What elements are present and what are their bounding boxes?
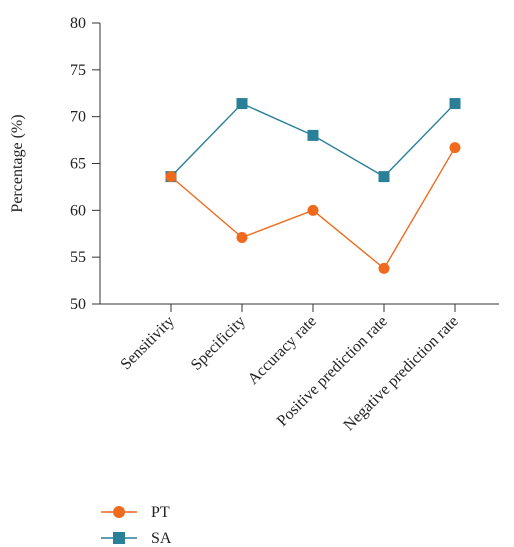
series-layer	[165, 98, 461, 274]
y-axis-title: Percentage (%)	[9, 114, 26, 212]
y-tick-label: 60	[70, 202, 86, 219]
y-tick-label: 70	[70, 109, 86, 126]
x-tick-label: Specificity	[188, 313, 249, 374]
legend-label: SA	[151, 530, 172, 547]
data-point-pt	[236, 231, 248, 243]
x-tick-label: Accuracy rate	[245, 313, 320, 388]
y-tick-label: 65	[70, 156, 86, 173]
data-point-sa	[236, 98, 248, 110]
data-point-pt	[449, 142, 461, 154]
data-point-pt	[165, 171, 177, 183]
y-tick-label: 75	[70, 62, 86, 79]
x-tick-label: Sensitivity	[117, 313, 177, 373]
y-tick-label: 50	[70, 296, 86, 313]
x-tick-label: Negative prediction rate	[340, 313, 461, 434]
series-pt	[165, 142, 461, 274]
y-tick-label: 80	[70, 15, 86, 32]
legend-item-sa: SA	[101, 530, 172, 547]
data-point-pt	[307, 204, 319, 216]
data-point-sa	[307, 129, 319, 141]
legend-marker-circle	[113, 506, 125, 518]
data-point-sa	[378, 171, 390, 183]
series-sa	[165, 98, 461, 183]
legend-marker-square	[113, 532, 125, 544]
legend-label: PT	[151, 504, 170, 521]
legend-item-pt: PT	[101, 504, 170, 521]
legend: PT SA	[101, 504, 172, 547]
y-tick-label: 55	[70, 249, 86, 266]
data-point-sa	[449, 98, 461, 110]
data-point-pt	[378, 262, 390, 274]
y-axis: 50 55 60 65 70 75 80	[70, 15, 101, 313]
